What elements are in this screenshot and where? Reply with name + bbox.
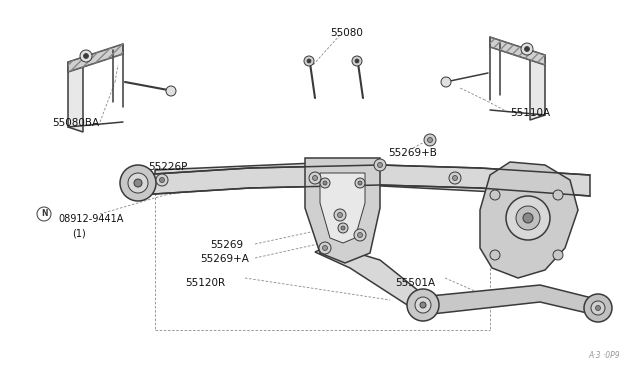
Circle shape	[312, 176, 317, 180]
Circle shape	[553, 190, 563, 200]
Circle shape	[323, 246, 328, 250]
Polygon shape	[320, 173, 365, 243]
Circle shape	[323, 181, 327, 185]
Circle shape	[516, 206, 540, 230]
Polygon shape	[530, 55, 545, 120]
Text: 55110A: 55110A	[510, 108, 550, 118]
Polygon shape	[138, 165, 590, 196]
Circle shape	[415, 297, 431, 313]
Text: 55269+B: 55269+B	[388, 148, 437, 158]
Circle shape	[378, 163, 383, 167]
Circle shape	[352, 56, 362, 66]
Circle shape	[374, 159, 386, 171]
Circle shape	[506, 196, 550, 240]
Text: 55226P: 55226P	[148, 162, 188, 172]
Text: 55120R: 55120R	[185, 278, 225, 288]
Circle shape	[134, 179, 142, 187]
Circle shape	[584, 294, 612, 322]
Circle shape	[37, 207, 51, 221]
Polygon shape	[305, 158, 380, 263]
Polygon shape	[155, 163, 315, 192]
Circle shape	[420, 302, 426, 308]
Polygon shape	[315, 245, 430, 310]
Circle shape	[354, 229, 366, 241]
Circle shape	[595, 305, 600, 311]
Circle shape	[341, 226, 345, 230]
Circle shape	[355, 59, 359, 63]
Circle shape	[309, 172, 321, 184]
Polygon shape	[480, 162, 578, 278]
Polygon shape	[68, 44, 123, 72]
Circle shape	[525, 46, 529, 51]
Circle shape	[334, 209, 346, 221]
Circle shape	[166, 86, 176, 96]
Text: (1): (1)	[72, 228, 86, 238]
Circle shape	[407, 289, 439, 321]
Circle shape	[338, 223, 348, 233]
Circle shape	[358, 181, 362, 185]
Circle shape	[521, 43, 533, 55]
Circle shape	[358, 232, 362, 237]
Circle shape	[428, 138, 433, 142]
Text: 55080BA: 55080BA	[52, 118, 99, 128]
Circle shape	[490, 190, 500, 200]
Text: A·3 ·0P9: A·3 ·0P9	[588, 351, 620, 360]
Circle shape	[424, 134, 436, 146]
Text: 55130P: 55130P	[337, 196, 376, 206]
Circle shape	[80, 50, 92, 62]
Text: 55269: 55269	[210, 240, 243, 250]
Circle shape	[452, 176, 458, 180]
Text: 55080: 55080	[330, 28, 363, 38]
Circle shape	[83, 54, 88, 58]
Circle shape	[490, 250, 500, 260]
Circle shape	[319, 242, 331, 254]
Circle shape	[120, 165, 156, 201]
Text: 55501A: 55501A	[395, 278, 435, 288]
Text: 55269+A: 55269+A	[200, 254, 249, 264]
Circle shape	[159, 177, 164, 183]
Text: 08912-9441A: 08912-9441A	[58, 214, 124, 224]
Circle shape	[441, 77, 451, 87]
Circle shape	[553, 250, 563, 260]
Circle shape	[128, 173, 148, 193]
Circle shape	[523, 213, 533, 223]
Circle shape	[591, 301, 605, 315]
Circle shape	[320, 178, 330, 188]
Circle shape	[307, 59, 311, 63]
Polygon shape	[68, 62, 83, 132]
Text: N: N	[41, 209, 47, 218]
Polygon shape	[490, 37, 545, 65]
Circle shape	[449, 172, 461, 184]
Circle shape	[304, 56, 314, 66]
Circle shape	[156, 174, 168, 186]
Circle shape	[355, 178, 365, 188]
Polygon shape	[325, 163, 495, 192]
Polygon shape	[430, 285, 600, 316]
Circle shape	[337, 212, 342, 218]
